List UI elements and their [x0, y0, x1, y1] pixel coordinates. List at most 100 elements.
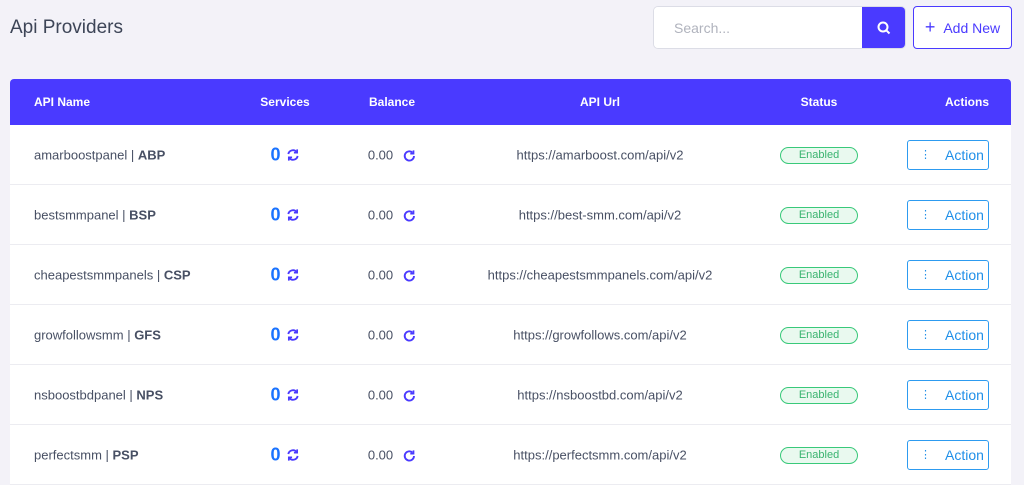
balance-value: 0.00: [367, 146, 394, 162]
sync-services-icon[interactable]: [287, 388, 300, 401]
code: PSP: [112, 447, 139, 462]
status-badge: Enabled: [780, 206, 858, 224]
search-button[interactable]: [862, 7, 905, 48]
more-vertical-icon: ⋮: [920, 329, 931, 341]
api-name: bestsmmpanel | BSP: [34, 207, 156, 222]
plus-icon: +: [924, 17, 936, 37]
services-count: 0: [270, 144, 281, 164]
name: nsboostbdpanel: [34, 387, 126, 402]
balance-value: 0.00: [367, 446, 394, 462]
status-badge: Enabled: [780, 446, 858, 464]
table-row: cheapestsmmpanels | CSP 0 0.00 https://c…: [10, 245, 1011, 305]
api-url: https://amarboost.com/api/v2: [516, 147, 684, 162]
action-cell: ⋮ Action: [907, 439, 989, 470]
name: bestsmmpanel: [34, 207, 119, 222]
sync-services-icon[interactable]: [287, 448, 300, 461]
col-api-name: API Name: [34, 95, 91, 109]
more-vertical-icon: ⋮: [920, 389, 931, 401]
status-cell: Enabled: [780, 146, 858, 164]
name: cheapestsmmpanels: [34, 267, 154, 282]
balance-cell: 0.00: [368, 447, 416, 462]
action-cell: ⋮ Action: [907, 379, 989, 410]
api-url: https://growfollows.com/api/v2: [513, 327, 687, 342]
action: Action: [945, 326, 984, 343]
table-row: bestsmmpanel | BSP 0 0.00 https://best-s…: [10, 185, 1011, 245]
code: CSP: [163, 267, 191, 282]
action-button[interactable]: ⋮ Action: [907, 199, 989, 230]
search-input[interactable]: [654, 7, 862, 48]
search-icon: [877, 21, 890, 34]
services-count: 0: [270, 264, 281, 284]
balance-value: 0.00: [367, 326, 394, 342]
api-name: cheapestsmmpanels | CSP: [34, 267, 191, 282]
refresh-balance-icon[interactable]: [403, 209, 416, 222]
balance-cell: 0.00: [368, 267, 416, 282]
status-cell: Enabled: [780, 446, 858, 464]
action-cell: ⋮ Action: [907, 139, 989, 170]
name: growfollowsmm: [34, 327, 124, 342]
sync-services-icon[interactable]: [287, 328, 300, 341]
action: Action: [945, 386, 984, 403]
services-cell: 0: [270, 204, 299, 225]
action-button[interactable]: ⋮ Action: [907, 439, 989, 470]
code: BSP: [129, 207, 156, 222]
refresh-balance-icon[interactable]: [403, 149, 416, 162]
status-badge: Enabled: [780, 326, 858, 344]
status-badge: Enabled: [780, 146, 858, 164]
action: Action: [945, 146, 984, 163]
api-name: amarboostpanel | ABP: [34, 147, 166, 162]
sync-services-icon[interactable]: [287, 208, 300, 221]
table-header: API Name Services Balance API Url Status…: [10, 79, 1011, 125]
services-cell: 0: [270, 324, 299, 345]
balance-value: 0.00: [367, 386, 394, 402]
table-row: nsboostbdpanel | NPS 0 0.00 https://nsbo…: [10, 365, 1011, 425]
col-balance: Balance: [368, 95, 416, 109]
action-button[interactable]: ⋮ Action: [907, 259, 989, 290]
services-cell: 0: [270, 384, 299, 405]
services-cell: 0: [270, 444, 299, 465]
status-cell: Enabled: [780, 266, 858, 284]
table-row: perfectsmm | PSP 0 0.00 https://perfects…: [10, 425, 1011, 485]
api-name: nsboostbdpanel | NPS: [34, 387, 164, 402]
refresh-balance-icon[interactable]: [403, 329, 416, 342]
services-count: 0: [270, 384, 281, 404]
search-box: [653, 6, 906, 49]
action-button[interactable]: ⋮ Action: [907, 319, 989, 350]
api-url: https://best-smm.com/api/v2: [518, 207, 682, 222]
action: Action: [945, 266, 984, 283]
sync-services-icon[interactable]: [287, 148, 300, 161]
balance-cell: 0.00: [368, 327, 416, 342]
action: Action: [945, 446, 984, 463]
action-cell: ⋮ Action: [907, 259, 989, 290]
services-cell: 0: [270, 144, 299, 165]
balance-value: 0.00: [367, 266, 394, 282]
services-cell: 0: [270, 264, 299, 285]
services-count: 0: [270, 444, 281, 464]
refresh-balance-icon[interactable]: [403, 269, 416, 282]
code: ABP: [137, 147, 166, 162]
status-badge: Enabled: [780, 266, 858, 284]
page-title: Api Providers: [10, 17, 123, 38]
table-row: amarboostpanel | ABP 0 0.00 https://amar…: [10, 125, 1011, 185]
refresh-balance-icon[interactable]: [403, 389, 416, 402]
action-button[interactable]: ⋮ Action: [907, 139, 989, 170]
api-url: https://cheapestsmmpanels.com/api/v2: [487, 267, 713, 282]
code: GFS: [134, 327, 161, 342]
api-providers-table: API Name Services Balance API Url Status…: [10, 79, 1011, 485]
status-cell: Enabled: [780, 326, 858, 344]
api-name: perfectsmm | PSP: [34, 447, 139, 462]
balance-cell: 0.00: [368, 147, 416, 162]
sync-services-icon[interactable]: [287, 268, 300, 281]
status-cell: Enabled: [780, 386, 858, 404]
status-cell: Enabled: [780, 206, 858, 224]
status-badge: Enabled: [780, 386, 858, 404]
col-services: Services: [260, 95, 310, 109]
refresh-balance-icon[interactable]: [403, 449, 416, 462]
more-vertical-icon: ⋮: [920, 209, 931, 221]
add-new-button[interactable]: + Add New: [913, 6, 1012, 49]
more-vertical-icon: ⋮: [920, 449, 931, 461]
action-button[interactable]: ⋮ Action: [907, 379, 989, 410]
balance-cell: 0.00: [368, 387, 416, 402]
col-status: Status: [800, 95, 838, 109]
col-api-url: API Url: [579, 95, 621, 109]
